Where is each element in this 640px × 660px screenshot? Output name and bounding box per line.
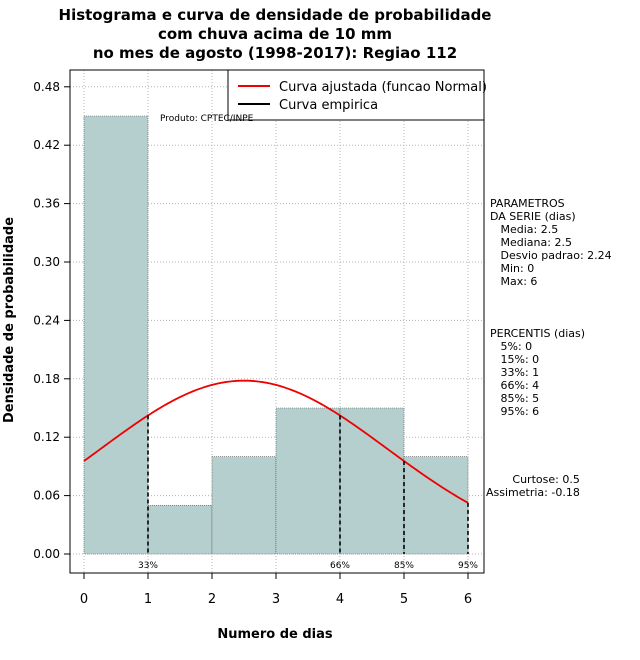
percentile-label: 85%: [394, 561, 414, 571]
legend: Curva ajustada (funcao Normal) Curva empi…: [227, 69, 487, 121]
histogram-bar: [339, 407, 405, 555]
stat-line: Min: 0: [490, 262, 535, 275]
x-tick-label: 1: [144, 592, 152, 607]
histogram-bar: [83, 115, 149, 555]
percentile-label: 95%: [458, 561, 478, 571]
stat-line: PARAMETROS: [490, 197, 565, 210]
legend-label: Curva empirica: [279, 98, 378, 113]
y-tick-label: 0.36: [33, 197, 60, 211]
product-annotation: Produto: CPTEC/INPE: [160, 114, 254, 124]
histogram-bar: [403, 456, 469, 555]
histogram-bars: [83, 115, 469, 555]
legend-box: [227, 69, 485, 121]
chart-title-line: com chuva acima de 10 mm: [158, 25, 392, 43]
histogram-bar: [275, 407, 341, 555]
histogram-bar: [211, 456, 277, 555]
x-axis-label: Numero de dias: [217, 627, 333, 642]
stat-line: PERCENTIS (dias): [490, 327, 586, 340]
stat-line: Desvio padrao: 2.24: [490, 249, 612, 262]
shape-stats: Curtose: 0.5 Assimetria: -0.18: [486, 473, 580, 499]
stat-line: Media: 2.5: [490, 223, 559, 236]
stat-line: DA SERIE (dias): [490, 210, 576, 223]
x-tick-label: 6: [464, 592, 472, 607]
y-tick-label: 0.42: [33, 138, 60, 152]
x-tick-label: 0: [80, 592, 88, 607]
stat-line: 66%: 4: [490, 379, 540, 392]
y-tick-label: 0.00: [33, 547, 60, 561]
stat-line: Assimetria: -0.18: [486, 486, 580, 499]
stat-line: Mediana: 2.5: [490, 236, 572, 249]
y-tick-label: 0.06: [33, 489, 60, 503]
chart-title: Histograma e curva de densidade de proba…: [59, 6, 492, 62]
stat-line: 33%: 1: [490, 366, 540, 379]
y-tick-label: 0.18: [33, 372, 60, 386]
series-parameters: PARAMETROS DA SERIE (dias) Media: 2.5 Med…: [490, 197, 612, 288]
histogram-bar: [147, 505, 213, 555]
stat-line: Max: 6: [490, 275, 538, 288]
x-tick-label: 4: [336, 592, 344, 607]
percentile-markers: 33% 66% 85% 95%: [138, 415, 478, 571]
y-axis-label: Densidade de probabilidade: [2, 217, 17, 423]
x-tick-label: 5: [400, 592, 408, 607]
percentile-label: 66%: [330, 561, 350, 571]
percentile-stats: PERCENTIS (dias) 5%: 0 15%: 0 33%: 1 66%…: [490, 327, 585, 418]
y-tick-label: 0.24: [33, 313, 60, 327]
y-tick-label: 0.30: [33, 255, 60, 269]
x-tick-label: 3: [272, 592, 280, 607]
x-tick-label: 2: [208, 592, 216, 607]
chart-title-line: no mes de agosto (1998-2017): Regiao 112: [93, 44, 457, 62]
legend-label: Curva ajustada (funcao Normal): [279, 80, 487, 95]
stat-line: 95%: 6: [490, 405, 540, 418]
percentile-label: 33%: [138, 561, 158, 571]
stat-line: 5%: 0: [490, 340, 533, 353]
y-tick-label: 0.48: [33, 80, 60, 94]
y-tick-label: 0.12: [33, 430, 60, 444]
stat-line: 85%: 5: [490, 392, 540, 405]
stat-line: 15%: 0: [490, 353, 540, 366]
chart-title-line: Histograma e curva de densidade de proba…: [59, 6, 492, 24]
stat-line: Curtose: 0.5: [512, 473, 580, 486]
